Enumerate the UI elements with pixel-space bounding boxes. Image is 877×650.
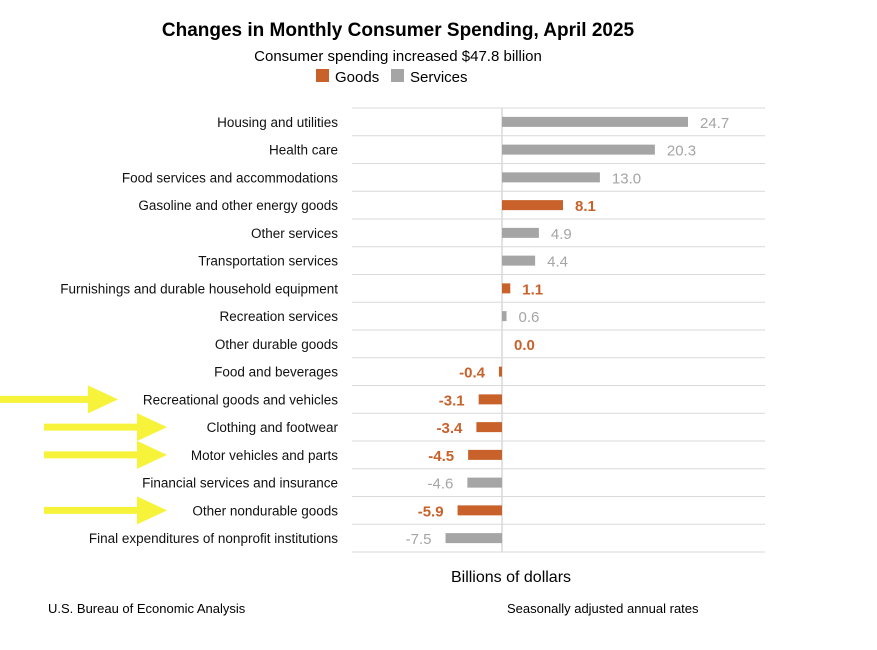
- data-label: 0.0: [514, 337, 535, 354]
- data-label: 13.0: [612, 170, 641, 187]
- category-label: Financial services and insurance: [142, 476, 338, 491]
- bar-recreational-goods-and-vehicles: [478, 394, 502, 405]
- category-label: Recreation services: [219, 309, 338, 324]
- bar-housing-and-utilities: [502, 116, 688, 127]
- bar-food-services-and-accommodations: [502, 172, 600, 183]
- highlight-arrow-icon: [0, 385, 118, 414]
- data-label: 0.6: [519, 309, 540, 326]
- category-label: Food and beverages: [214, 365, 338, 380]
- data-label: -3.4: [437, 420, 464, 437]
- data-label: 20.3: [667, 143, 696, 160]
- data-label: 1.1: [522, 281, 543, 298]
- bar-final-expenditures-of-nonprofit-institutions: [445, 533, 502, 544]
- category-label: Other services: [251, 226, 338, 241]
- category-label: Final expenditures of nonprofit institut…: [89, 531, 338, 546]
- x-axis-label: Billions of dollars: [451, 569, 571, 586]
- source-note: U.S. Bureau of Economic Analysis: [48, 601, 246, 616]
- legend-label-goods: Goods: [335, 69, 379, 86]
- data-label: -0.4: [459, 365, 486, 382]
- bar-motor-vehicles-and-parts: [468, 449, 502, 460]
- bar-other-nondurable-goods: [457, 505, 502, 516]
- data-label: -5.9: [418, 503, 444, 520]
- bar-clothing-and-footwear: [476, 422, 502, 433]
- legend-label-services: Services: [410, 69, 468, 86]
- data-label: -4.5: [428, 448, 454, 465]
- bar-furnishings-and-durable-household-equipment: [502, 283, 511, 294]
- chart-title: Changes in Monthly Consumer Spending, Ap…: [162, 20, 635, 41]
- category-label: Clothing and footwear: [207, 420, 339, 435]
- data-label: 4.4: [547, 254, 568, 271]
- bar-health-care: [502, 144, 655, 155]
- legend-swatch-services: [391, 69, 404, 82]
- bar-gasoline-and-other-energy-goods: [502, 200, 563, 211]
- chart-subtitle: Consumer spending increased $47.8 billio…: [254, 48, 542, 65]
- highlight-arrow-icon: [44, 496, 167, 525]
- category-label: Gasoline and other energy goods: [138, 198, 338, 213]
- bar-financial-services-and-insurance: [467, 477, 502, 488]
- category-label: Furnishings and durable household equipm…: [60, 281, 338, 296]
- bar-other-services: [502, 227, 539, 238]
- category-label: Food services and accommodations: [122, 170, 338, 185]
- category-label: Health care: [269, 143, 338, 158]
- category-label: Other durable goods: [215, 337, 338, 352]
- highlight-arrow-icon: [44, 413, 167, 442]
- category-label: Transportation services: [198, 254, 338, 269]
- highlight-arrow-icon: [44, 440, 167, 469]
- bar-food-and-beverages: [498, 366, 502, 377]
- category-label: Recreational goods and vehicles: [143, 392, 338, 407]
- category-label: Other nondurable goods: [192, 503, 338, 518]
- bar-transportation-services: [502, 255, 536, 266]
- data-label: 24.7: [700, 115, 729, 132]
- legend-swatch-goods: [316, 69, 329, 82]
- category-label: Housing and utilities: [217, 115, 338, 130]
- bar-recreation-services: [502, 311, 507, 322]
- rates-note: Seasonally adjusted annual rates: [507, 601, 699, 616]
- data-label: -3.1: [439, 392, 465, 409]
- legend: Goods Services: [316, 69, 468, 86]
- data-label: 4.9: [551, 226, 572, 243]
- data-label: 8.1: [575, 198, 596, 215]
- data-label: -7.5: [406, 531, 432, 548]
- data-label: -4.6: [428, 476, 454, 493]
- category-label: Motor vehicles and parts: [191, 448, 338, 463]
